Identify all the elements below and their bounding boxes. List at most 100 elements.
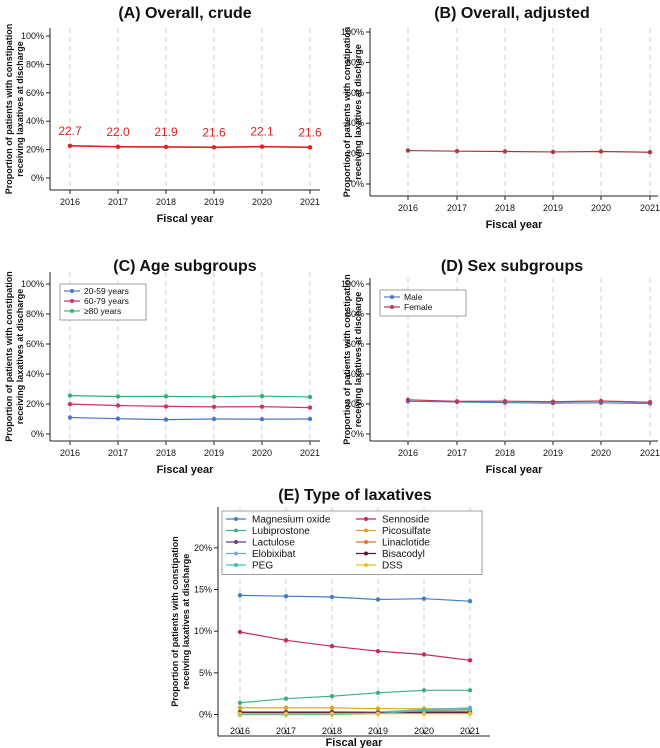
y-tick-label: 80% bbox=[26, 59, 44, 69]
y-tick-label: 100% bbox=[341, 27, 364, 37]
legend-label: Linaclotide bbox=[382, 538, 430, 549]
series-line bbox=[69, 416, 311, 421]
y-tick-label: 100% bbox=[341, 279, 364, 289]
chart-title: (C) Age subgroups bbox=[113, 258, 257, 275]
data-point bbox=[467, 688, 473, 693]
legend-box bbox=[59, 283, 147, 321]
data-point bbox=[598, 398, 604, 404]
legend-marker bbox=[70, 299, 74, 303]
x-tick-label: 2019 bbox=[204, 448, 224, 458]
legend-label: Magnesium oxide bbox=[252, 515, 331, 526]
data-point bbox=[454, 399, 460, 404]
legend-marker bbox=[70, 309, 74, 313]
data-label: 21.6 bbox=[298, 125, 322, 139]
data-point bbox=[375, 597, 381, 602]
data-point bbox=[259, 393, 265, 399]
data-point bbox=[307, 405, 313, 410]
series-line bbox=[239, 689, 470, 704]
panel-b: (B) Overall, adjusted 2016 2017 2018 2019 202… bbox=[341, 5, 660, 231]
legend-box bbox=[221, 510, 483, 575]
x-axis-label: Fiscal year bbox=[157, 464, 215, 476]
x-tick-label: 2018 bbox=[495, 448, 515, 458]
x-tick-label: 2019 bbox=[368, 726, 388, 736]
legend-label: Female bbox=[404, 302, 433, 312]
y-axis-label: Proportion of patients with constipation… bbox=[342, 274, 363, 445]
chart-title: (E) Type of laxatives bbox=[278, 487, 432, 504]
y-tick-label: 40% bbox=[346, 118, 364, 128]
data-point bbox=[329, 643, 335, 649]
y-tick-label: 60% bbox=[346, 339, 364, 349]
y-tick-label: 20% bbox=[194, 543, 212, 553]
legend-marker bbox=[234, 517, 238, 521]
data-point bbox=[67, 143, 73, 148]
x-tick-label: 2019 bbox=[543, 203, 563, 213]
x-tick-label: 2020 bbox=[591, 448, 611, 458]
x-tick-label: 2017 bbox=[108, 197, 128, 207]
legend-label: Lubiprostone bbox=[252, 526, 310, 537]
data-label: 21.9 bbox=[154, 125, 178, 139]
data-point bbox=[421, 652, 427, 657]
x-tick-label: 2016 bbox=[230, 726, 250, 736]
data-point bbox=[237, 593, 243, 598]
x-tick-label: 2020 bbox=[414, 726, 434, 736]
data-point bbox=[163, 417, 169, 422]
legend-box bbox=[379, 289, 467, 317]
data-point bbox=[647, 400, 653, 405]
data-point bbox=[211, 416, 217, 422]
x-axis-label: Fiscal year bbox=[486, 464, 544, 476]
legend-marker bbox=[234, 551, 238, 556]
panel-c: (C) Age subgroups 2016 2017 2018 2019 2020 202… bbox=[4, 258, 320, 476]
y-tick-label: 20% bbox=[346, 399, 364, 409]
legend-marker bbox=[364, 528, 368, 533]
legend-marker bbox=[364, 551, 368, 556]
data-point bbox=[115, 144, 121, 149]
legend-marker bbox=[70, 289, 74, 293]
x-tick-label: 2020 bbox=[252, 197, 272, 207]
data-label: 22.7 bbox=[58, 124, 82, 138]
y-tick-label: 10% bbox=[194, 626, 212, 636]
legend-marker bbox=[234, 528, 238, 533]
x-tick-label: 2021 bbox=[460, 726, 480, 736]
y-tick-label: 0% bbox=[351, 179, 364, 189]
x-tick-label: 2018 bbox=[495, 203, 515, 213]
x-tick-label: 2021 bbox=[640, 448, 660, 458]
data-point bbox=[283, 593, 289, 599]
y-tick-label: 15% bbox=[194, 585, 212, 595]
x-tick-label: 2016 bbox=[398, 448, 418, 458]
y-tick-label: 100% bbox=[21, 31, 44, 41]
data-point bbox=[307, 416, 313, 422]
y-tick-label: 40% bbox=[346, 369, 364, 379]
panel-d: (D) Sex subgroups 2016 2017 2018 2019 2020 202… bbox=[341, 258, 660, 476]
series-line bbox=[239, 594, 471, 602]
y-tick-label: 20% bbox=[346, 149, 364, 159]
y-axis-label-line1: Proportion of patients with constipation bbox=[342, 274, 352, 445]
data-point bbox=[259, 144, 265, 149]
x-tick-label: 2021 bbox=[300, 448, 320, 458]
legend-label: Bisacodyl bbox=[382, 549, 425, 560]
x-tick-label: 2016 bbox=[60, 197, 80, 207]
y-axis-label-line1: Proportion of patients with constipation bbox=[170, 536, 180, 707]
x-tick-label: 2021 bbox=[640, 203, 660, 213]
series-line bbox=[407, 400, 651, 404]
data-point bbox=[237, 705, 243, 711]
data-point bbox=[405, 397, 411, 402]
x-tick-label: 2021 bbox=[300, 197, 320, 207]
data-point bbox=[163, 394, 169, 399]
series-line bbox=[239, 631, 471, 661]
x-tick-label: 2019 bbox=[543, 448, 563, 458]
legend-marker bbox=[390, 295, 394, 299]
y-tick-label: 0% bbox=[31, 173, 44, 183]
data-point bbox=[375, 711, 381, 716]
data-point bbox=[237, 629, 243, 635]
data-point bbox=[375, 706, 381, 711]
chart-title: (D) Sex subgroups bbox=[441, 258, 583, 275]
y-axis-label: Proportion of patients with constipation… bbox=[342, 27, 363, 198]
legend-marker bbox=[364, 517, 368, 521]
y-axis-label-line1: Proportion of patients with constipation bbox=[342, 27, 352, 198]
y-tick-label: 40% bbox=[26, 369, 44, 379]
x-tick-label: 2018 bbox=[322, 726, 342, 736]
data-point bbox=[375, 690, 381, 696]
data-point bbox=[405, 148, 411, 153]
y-tick-label: 100% bbox=[21, 279, 44, 289]
